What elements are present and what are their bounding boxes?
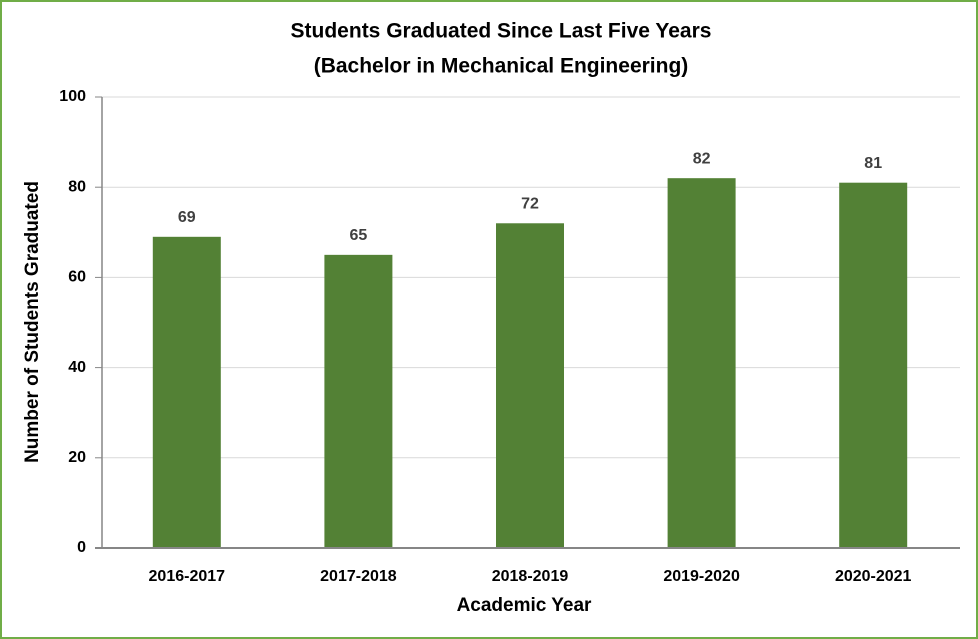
bar: [839, 182, 908, 548]
x-tick-label: 2017-2018: [320, 568, 397, 585]
y-tick-label: 80: [68, 178, 86, 195]
chart-title: Students Graduated Since Last Five Years: [291, 20, 712, 43]
x-tick-label: 2016-2017: [149, 568, 226, 585]
x-tick-label: 2018-2019: [492, 568, 569, 585]
y-tick-label: 40: [68, 359, 86, 376]
y-axis-title: Number of Students Graduated: [22, 181, 43, 463]
bar: [152, 236, 221, 548]
y-tick-label: 0: [77, 539, 86, 556]
bar: [324, 254, 393, 548]
x-tick-label: 2020-2021: [835, 568, 912, 585]
chart-subtitle: (Bachelor in Mechanical Engineering): [314, 55, 689, 78]
bar: [496, 223, 564, 548]
data-label: 65: [350, 227, 368, 244]
y-tick-label: 60: [68, 269, 86, 286]
data-label: 69: [178, 209, 196, 226]
data-label: 82: [693, 150, 711, 167]
bar: [667, 178, 736, 548]
x-axis-title: Academic Year: [457, 595, 592, 616]
y-tick-label: 100: [59, 88, 86, 105]
y-tick-label: 20: [68, 449, 86, 466]
data-label: 72: [521, 195, 539, 212]
x-tick-label: 2019-2020: [663, 568, 740, 585]
data-label: 81: [864, 155, 882, 172]
